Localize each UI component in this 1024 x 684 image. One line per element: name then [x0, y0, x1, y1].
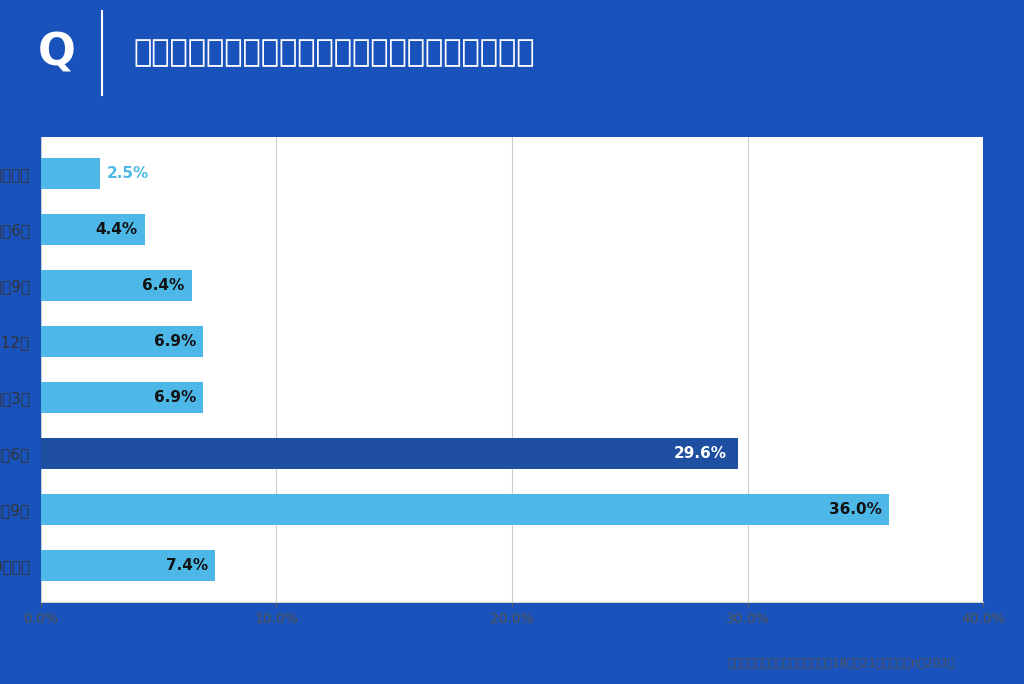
Text: 29.6%: 29.6%: [674, 446, 726, 461]
Bar: [41, 270, 191, 301]
Text: 7.4%: 7.4%: [166, 558, 208, 573]
Text: Q: Q: [38, 31, 75, 75]
Bar: [41, 382, 204, 412]
Bar: [41, 550, 215, 581]
Text: 4.4%: 4.4%: [95, 222, 137, 237]
Text: 6.9%: 6.9%: [155, 390, 197, 405]
Text: 36.0%: 36.0%: [828, 502, 882, 517]
Bar: [41, 158, 100, 189]
Text: 6.4%: 6.4%: [142, 278, 184, 293]
Bar: [41, 438, 738, 469]
Text: 🏫 じゅけラボ予備校: 🏫 じゅけラボ予備校: [70, 637, 165, 655]
Bar: [41, 326, 204, 357]
Bar: [41, 214, 144, 245]
Text: 総合型選抜を受験したことがある18歳〜21歳の男女（n＝203）: 総合型選抜を受験したことがある18歳〜21歳の男女（n＝203）: [727, 657, 954, 670]
Bar: [41, 494, 889, 525]
Text: 6.9%: 6.9%: [155, 334, 197, 349]
Text: 総合型選抜入試の準備はいつから始めましたか？: 総合型選抜入試の準備はいつから始めましたか？: [133, 38, 535, 68]
Text: 2.5%: 2.5%: [106, 166, 150, 181]
